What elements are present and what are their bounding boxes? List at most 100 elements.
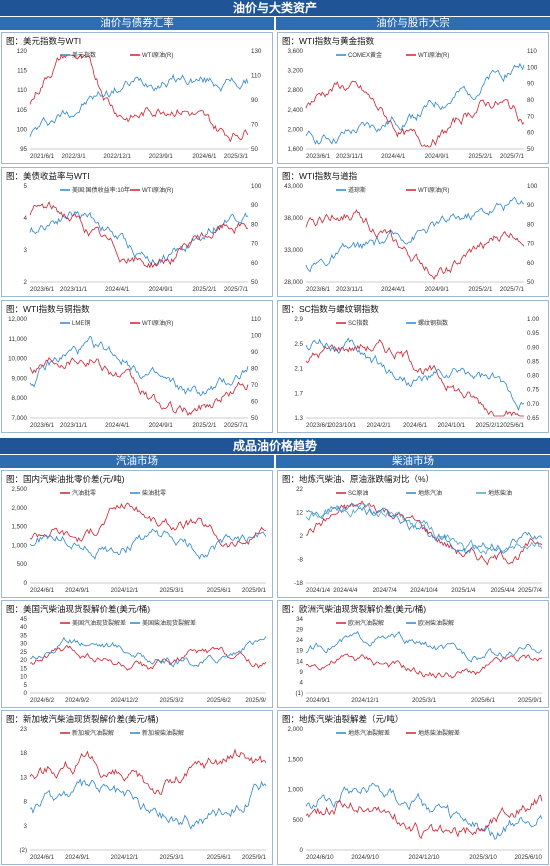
tab-diesel-market[interactable]: 柴油市场: [276, 455, 550, 468]
y-tick-label: 30: [20, 641, 27, 648]
series-line: [29, 777, 267, 830]
x-tick-label: 2024/4/1: [381, 153, 406, 160]
chart-title: 图：WTI指数与道指: [282, 171, 358, 181]
y2-tick-label: 130: [251, 48, 262, 55]
y2-tick-label: 90: [527, 202, 534, 209]
chart-title: 图：地炼汽柴油、原油涨跌幅对比（%）: [282, 474, 435, 484]
y-tick-label: 4: [300, 679, 304, 686]
x-tick-label: 2024/9/1: [425, 286, 450, 293]
legend-label: 地炼柴油裂解差: [418, 729, 460, 737]
y-tick-label: 2.1: [294, 366, 303, 373]
chart-title: 图：SC指数与螺纹钢指数: [282, 304, 379, 314]
y-tick-label: 40: [20, 624, 27, 631]
x-tick-label: 2024/4/1: [381, 286, 406, 293]
y-tick-label: 29: [296, 627, 303, 634]
y2-tick-label: 0.90: [527, 344, 540, 351]
y2-tick-label: 70: [527, 241, 534, 248]
x-tick-label: 2022/12/1: [103, 153, 131, 160]
chart-title: 图：新加坡汽柴油现货裂解价差(美元/桶): [6, 714, 159, 724]
x-tick-label: 2024/9/1: [306, 697, 331, 704]
x-tick-label: 2025/6/10: [514, 854, 542, 861]
y-tick-label: 24: [296, 637, 303, 644]
series-line: [305, 80, 525, 148]
tab-oil-stocks-commodities[interactable]: 油价与股市大宗: [276, 17, 550, 30]
y-tick-label: 9: [300, 669, 304, 676]
y-tick-label: 20: [20, 657, 27, 664]
x-tick-label: 2024/2/1: [367, 422, 392, 429]
x-tick-label: 2025/6/1: [500, 422, 525, 429]
y2-tick-label: 90: [527, 81, 534, 88]
series-line: [29, 201, 249, 269]
x-tick-label: 2025/6/2: [207, 697, 232, 704]
y-tick-label: 35: [20, 632, 27, 639]
series-line: [29, 357, 249, 417]
legend-label: 美国汽油现货裂解差: [72, 619, 126, 627]
series-line: [305, 62, 525, 145]
y-tick-label: 3: [24, 823, 28, 830]
x-tick-label: 2023/11/1: [60, 422, 88, 429]
y-tick-label: 19: [296, 648, 303, 655]
y-tick-label: 14: [296, 658, 303, 665]
x-tick-label: 2025/9/: [245, 697, 266, 704]
x-tick-label: 2024/9/1: [149, 286, 174, 293]
y-tick-label: 12: [296, 510, 303, 517]
chart-svg: 43,00038,00033,00028,0001009080706050202…: [284, 183, 538, 293]
x-tick-label: 2025/3/2: [160, 697, 185, 704]
y2-tick-label: 50: [251, 415, 258, 422]
y-tick-label: 2,800: [288, 87, 304, 94]
x-tick-label: 2023/6/1: [30, 286, 55, 293]
y-tick-label: 1.7: [294, 390, 303, 397]
x-tick-label: 2024/12/2: [111, 697, 139, 704]
y-tick-label: 1,000: [288, 787, 304, 794]
y2-tick-label: 100: [251, 333, 262, 340]
x-tick-label: 2025/9/1: [242, 587, 267, 594]
legend-label: 汽油批零: [72, 489, 96, 497]
y-tick-label: 5: [24, 183, 28, 190]
series-line: [305, 653, 543, 679]
legend-label: LME铜: [72, 319, 90, 327]
section-header-assets: 油价与大类资产: [0, 0, 550, 16]
chart-title: 图：地炼汽柴油裂解差（元/吨）: [282, 714, 404, 724]
chart-panel-c6: 图：SC指数与螺纹钢指数 2.9 2.5 2.1 1.7 1.3 1.00 0.95 0.90 0…: [277, 300, 549, 433]
x-tick-label: 2024/9/10: [351, 854, 379, 861]
y2-tick-label: 100: [251, 183, 262, 190]
x-tick-label: 2024/4/4: [333, 587, 358, 594]
x-tick-label: 2025/7/1: [224, 286, 249, 293]
y2-tick-label: 70: [251, 382, 258, 389]
x-tick-label: 2023/11/1: [336, 153, 364, 160]
y2-tick-label: 50: [527, 146, 534, 153]
tab-gasoline-market[interactable]: 汽油市场: [0, 455, 274, 468]
x-tick-label: 2024/9/2: [65, 697, 90, 704]
y-tick-label: 11,000: [9, 336, 28, 343]
y-tick-label: 9,000: [12, 375, 28, 382]
y2-tick-label: 1.00: [527, 316, 540, 323]
legend-label: 欧洲柴油裂解: [418, 619, 454, 627]
y2-tick-label: 90: [251, 97, 258, 104]
series-line: [29, 644, 267, 671]
x-tick-label: 2025/2/1: [192, 422, 217, 429]
x-tick-label: 2025/6/1: [207, 854, 232, 861]
y-tick-label: 3,600: [288, 48, 304, 55]
legend-label: SC原油: [348, 489, 368, 497]
legend-label: 地炼汽油: [418, 489, 442, 497]
y-tick-label: 10: [20, 674, 27, 681]
y-tick-label: 18: [20, 750, 27, 757]
y2-tick-label: 50: [527, 279, 534, 286]
y-tick-label: 33,000: [284, 247, 303, 254]
y-tick-label: 95: [20, 146, 27, 153]
legend-label: WTI原油(R): [142, 319, 173, 327]
y-tick-label: 2,000: [288, 126, 304, 133]
y-tick-label: 2,500: [12, 486, 28, 493]
section-header-products: 成品油价格趋势: [0, 438, 550, 454]
series-line: [305, 503, 543, 555]
x-tick-label: 2023/9/1: [149, 153, 174, 160]
x-tick-label: 2024/9/1: [425, 153, 450, 160]
y-tick-label: 120: [17, 48, 28, 55]
chart-title: 图：WTI指数与黄金指数: [282, 36, 375, 46]
y-tick-label: 1.3: [294, 415, 303, 422]
tab-oil-bonds-fx[interactable]: 油价与债券汇率: [0, 17, 274, 30]
y2-tick-label: 60: [527, 260, 534, 267]
chart-title: 图：欧洲汽柴油现货裂解价差(美元/桶): [282, 604, 427, 614]
